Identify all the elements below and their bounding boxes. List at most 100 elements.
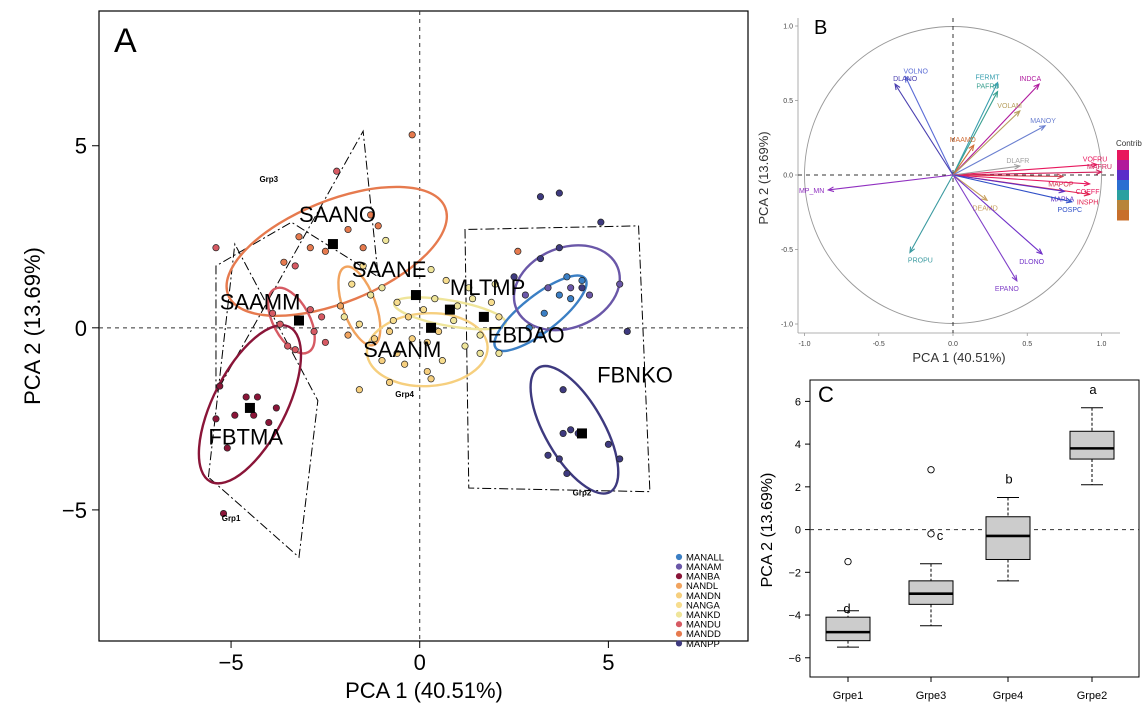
ellipse-saamm: [266, 286, 316, 355]
variable-arrow: [952, 144, 975, 176]
cluster-labels: SAANO SAAMM SAANE MLTMP SAANM EBDAO FBNKO FBTMA: [208, 202, 672, 449]
variable-arrow: [952, 83, 1040, 176]
data-point: [382, 236, 390, 244]
group-label: Grp2: [573, 488, 592, 497]
cluster-label: SAANO: [299, 202, 376, 227]
variable-label: DEAMD: [973, 205, 998, 212]
variable-arrow: [952, 91, 999, 176]
data-point: [212, 415, 220, 423]
x-axis-title: PCA 1 (40.51%): [912, 350, 1005, 365]
data-point: [284, 342, 292, 350]
panel-label: C: [818, 382, 834, 407]
colorbar-segment: [1117, 210, 1129, 221]
arrow-head: [1039, 125, 1047, 131]
group-box-grp3: [215, 129, 379, 396]
data-point: [291, 262, 299, 270]
legend-label: MANDD: [686, 629, 721, 640]
box: [985, 516, 1031, 560]
data-point: [431, 295, 439, 303]
data-point: [378, 357, 386, 365]
group-box-grp1: [207, 242, 319, 559]
variable-arrow: [828, 174, 954, 191]
legend-swatch: [675, 553, 683, 561]
variable-label: INSPH: [1077, 199, 1098, 206]
arrow-head: [981, 194, 989, 202]
arrow-head: [826, 186, 835, 193]
x-tick-label: Grpe2: [1077, 690, 1108, 702]
plot-frame: [809, 379, 1140, 678]
cluster-label: SAAMM: [220, 290, 301, 315]
variable-label: DLAFR: [1006, 158, 1029, 165]
data-point: [461, 342, 469, 350]
data-point: [510, 273, 518, 281]
data-point: [321, 338, 329, 346]
y-tick-label: −5: [62, 498, 87, 523]
x-axis-title: PCA 1 (40.51%): [345, 678, 503, 703]
ellipse-fbnko: [529, 364, 620, 495]
arrow-head: [894, 82, 901, 91]
arrow-head: [1014, 109, 1021, 117]
y-tick-label: 2: [795, 482, 801, 494]
y-tick-label: 6: [795, 396, 801, 408]
legend-label: NANGA: [686, 600, 720, 611]
data-point: [423, 338, 431, 346]
colorbar-segment: [1117, 200, 1129, 211]
x-tick-label: 5: [602, 650, 614, 675]
data-point: [355, 386, 363, 394]
data-point: [348, 280, 356, 288]
axes: −5 0 5 −5 0 5: [62, 134, 615, 675]
data-point: [404, 313, 412, 321]
group-label: Grp4: [395, 390, 414, 399]
ellipse-manam: [512, 244, 621, 332]
legend-label: MANALL: [686, 552, 724, 563]
data-point: [465, 284, 473, 292]
data-point: [265, 418, 273, 427]
data-point: [393, 349, 401, 357]
arrow-head: [1091, 162, 1099, 168]
pca-individuals-panel: A SAANO SAAMM SAANE MLTMP SAANM EBDAO FBNKO FBT…: [20, 10, 749, 703]
variable-arrow: [952, 171, 1102, 176]
cluster-label: EBDAO: [488, 322, 565, 347]
variable-label: MANOY: [1030, 118, 1056, 125]
arrow-head: [909, 246, 916, 254]
data-point: [269, 309, 277, 317]
data-point: [306, 306, 314, 314]
legend-swatch: [675, 582, 683, 589]
data-point: [559, 386, 567, 394]
variable-label: POSPC: [1058, 207, 1083, 214]
legend-label: MANPP: [686, 639, 720, 650]
data-point: [340, 313, 348, 321]
legend-swatch: [675, 630, 683, 637]
data-point: [555, 189, 563, 197]
data-point: [578, 276, 586, 285]
x-tick-label: Grpe1: [833, 690, 864, 702]
variable-arrow: [952, 110, 1021, 176]
data-point: [514, 247, 522, 255]
data-point: [280, 258, 288, 266]
legend-label: MANAM: [686, 562, 721, 573]
data-point: [495, 349, 503, 357]
variable-arrow: [952, 174, 1065, 192]
data-point: [525, 324, 533, 332]
individual-points: [212, 131, 631, 518]
significance-letter: d: [843, 601, 850, 616]
data-point: [408, 335, 416, 343]
data-point: [367, 211, 375, 219]
data-point: [295, 233, 303, 241]
variable-arrow: [952, 82, 999, 176]
legend-title: Contrib: [1116, 139, 1142, 148]
variable-label: DLANO: [893, 76, 918, 83]
box: [825, 616, 871, 642]
data-point: [567, 284, 575, 292]
data-point: [585, 291, 594, 299]
data-point: [355, 320, 363, 328]
data-point: [623, 327, 631, 336]
ellipse-saanm: [365, 311, 489, 388]
data-point: [427, 375, 435, 383]
variable-label: MP_MN: [799, 188, 824, 195]
arrow-head: [968, 144, 975, 152]
x-tick-label: −5: [219, 650, 244, 675]
data-point: [544, 284, 552, 292]
data-point: [216, 382, 224, 390]
